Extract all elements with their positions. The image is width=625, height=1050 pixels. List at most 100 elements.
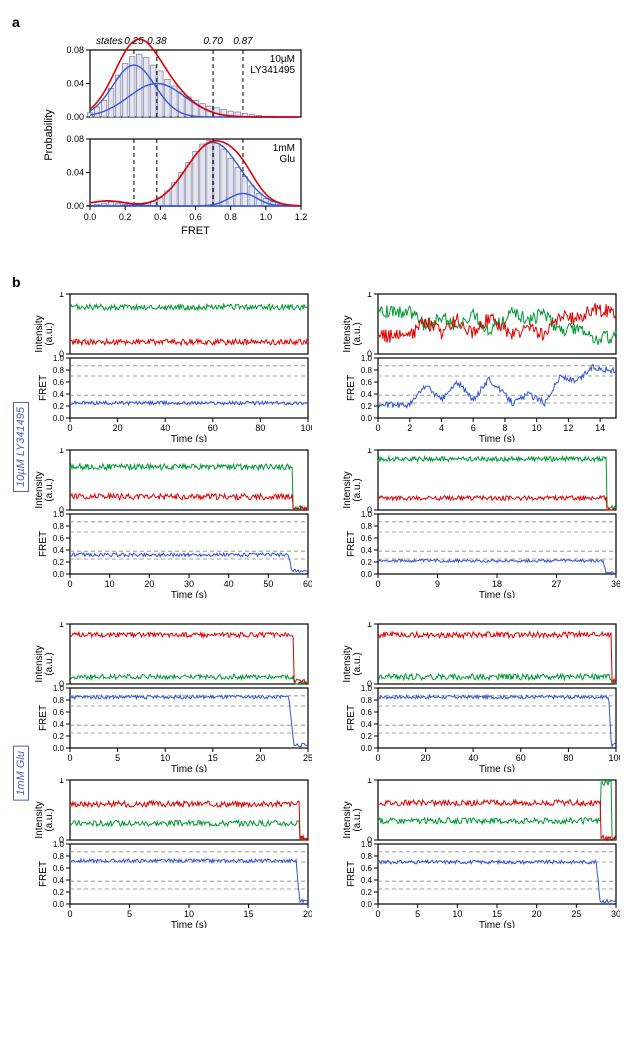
svg-text:0.8: 0.8 — [53, 522, 65, 531]
svg-text:15: 15 — [208, 753, 218, 763]
svg-text:0.0: 0.0 — [53, 570, 65, 579]
svg-text:1: 1 — [59, 622, 64, 629]
svg-text:0.0: 0.0 — [53, 414, 65, 423]
svg-text:20: 20 — [113, 423, 123, 433]
svg-text:0.4: 0.4 — [360, 390, 372, 399]
svg-text:1: 1 — [366, 448, 371, 455]
svg-text:1: 1 — [366, 778, 371, 785]
svg-text:0.04: 0.04 — [66, 79, 84, 89]
panel-a-label: a — [12, 14, 625, 30]
svg-text:10: 10 — [184, 909, 194, 919]
svg-text:0.2: 0.2 — [360, 732, 372, 741]
svg-text:0: 0 — [67, 909, 72, 919]
svg-text:4: 4 — [438, 423, 443, 433]
svg-text:0.0: 0.0 — [360, 900, 372, 909]
svg-text:1: 1 — [59, 292, 64, 299]
svg-text:0.4: 0.4 — [360, 876, 372, 885]
svg-text:states: states — [96, 36, 123, 47]
svg-text:10: 10 — [160, 753, 170, 763]
svg-text:FRET: FRET — [346, 375, 357, 401]
section-a: states0.250.380.700.870.000.040.0810µMLY… — [40, 32, 625, 254]
svg-text:0.00: 0.00 — [66, 112, 84, 122]
svg-text:Probability: Probability — [43, 109, 55, 161]
svg-text:(a.u.): (a.u.) — [44, 478, 55, 501]
svg-text:0.08: 0.08 — [66, 134, 84, 144]
svg-text:0.8: 0.8 — [360, 852, 372, 861]
svg-text:Time (s): Time (s) — [171, 764, 207, 772]
svg-text:(a.u.): (a.u.) — [352, 322, 363, 345]
svg-text:60: 60 — [303, 579, 312, 589]
svg-text:0.6: 0.6 — [53, 378, 65, 387]
svg-text:12: 12 — [563, 423, 573, 433]
svg-text:0.8: 0.8 — [224, 212, 237, 222]
svg-text:10: 10 — [531, 423, 541, 433]
svg-text:27: 27 — [551, 579, 561, 589]
svg-text:1.0: 1.0 — [53, 840, 65, 849]
svg-text:0.2: 0.2 — [360, 558, 372, 567]
svg-text:40: 40 — [468, 753, 478, 763]
svg-text:5: 5 — [127, 909, 132, 919]
svg-text:1.0: 1.0 — [360, 840, 372, 849]
panel-b-label: b — [12, 274, 625, 290]
svg-text:0: 0 — [67, 753, 72, 763]
svg-text:100: 100 — [608, 753, 620, 763]
svg-text:0.8: 0.8 — [360, 522, 372, 531]
svg-text:1.0: 1.0 — [53, 684, 65, 693]
svg-text:20: 20 — [255, 753, 265, 763]
svg-text:0.87: 0.87 — [233, 36, 253, 47]
svg-text:0.6: 0.6 — [53, 864, 65, 873]
svg-text:1.0: 1.0 — [53, 354, 65, 363]
svg-text:0.6: 0.6 — [189, 212, 202, 222]
svg-text:14: 14 — [595, 423, 605, 433]
svg-text:1.0: 1.0 — [53, 510, 65, 519]
svg-text:80: 80 — [255, 423, 265, 433]
svg-text:8: 8 — [502, 423, 507, 433]
svg-text:0.2: 0.2 — [53, 888, 65, 897]
svg-text:0.2: 0.2 — [53, 732, 65, 741]
svg-text:40: 40 — [224, 579, 234, 589]
svg-text:Time (s): Time (s) — [171, 920, 207, 928]
svg-text:0.2: 0.2 — [119, 212, 132, 222]
svg-text:0.4: 0.4 — [360, 546, 372, 555]
svg-text:0.8: 0.8 — [360, 696, 372, 705]
svg-text:1: 1 — [59, 778, 64, 785]
svg-text:FRET: FRET — [38, 705, 49, 731]
svg-text:0.00: 0.00 — [66, 201, 84, 211]
svg-text:1.0: 1.0 — [360, 510, 372, 519]
svg-text:0.2: 0.2 — [360, 402, 372, 411]
svg-text:0.4: 0.4 — [154, 212, 167, 222]
svg-text:FRET: FRET — [38, 861, 49, 887]
svg-text:0.6: 0.6 — [360, 864, 372, 873]
svg-text:0.6: 0.6 — [360, 378, 372, 387]
svg-text:1.2: 1.2 — [295, 212, 308, 222]
svg-text:0.6: 0.6 — [53, 708, 65, 717]
svg-text:50: 50 — [263, 579, 273, 589]
svg-text:1: 1 — [366, 622, 371, 629]
svg-text:FRET: FRET — [346, 705, 357, 731]
svg-text:40: 40 — [160, 423, 170, 433]
svg-text:0.08: 0.08 — [66, 45, 84, 55]
svg-text:0.4: 0.4 — [53, 876, 65, 885]
svg-text:5: 5 — [415, 909, 420, 919]
svg-text:0: 0 — [67, 579, 72, 589]
svg-text:1.0: 1.0 — [360, 684, 372, 693]
svg-text:FRET: FRET — [38, 375, 49, 401]
svg-text:0.8: 0.8 — [53, 696, 65, 705]
svg-text:FRET: FRET — [346, 531, 357, 557]
svg-text:0: 0 — [67, 423, 72, 433]
svg-text:60: 60 — [515, 753, 525, 763]
svg-text:0.0: 0.0 — [360, 744, 372, 753]
svg-text:0.04: 0.04 — [66, 168, 84, 178]
svg-text:0: 0 — [375, 579, 380, 589]
svg-text:0.2: 0.2 — [53, 558, 65, 567]
svg-text:10µM: 10µM — [270, 54, 295, 65]
section-b: 10µM LY3414951mM Glu 01Intensity(a.u.)0.… — [10, 292, 625, 928]
svg-text:Time (s): Time (s) — [478, 590, 514, 598]
svg-text:0.0: 0.0 — [53, 900, 65, 909]
svg-text:25: 25 — [571, 909, 581, 919]
svg-text:FRET: FRET — [181, 225, 210, 237]
svg-text:0.6: 0.6 — [53, 534, 65, 543]
svg-text:6: 6 — [470, 423, 475, 433]
svg-text:30: 30 — [610, 909, 619, 919]
svg-text:0.4: 0.4 — [53, 390, 65, 399]
